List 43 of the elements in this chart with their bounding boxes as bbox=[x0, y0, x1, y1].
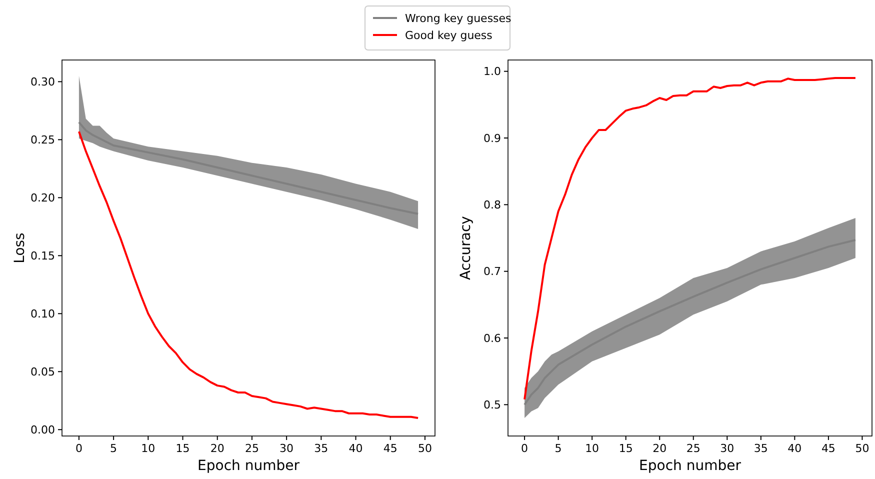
legend-label: Wrong key guesses bbox=[405, 12, 512, 25]
y-tick-label: 1.0 bbox=[484, 65, 501, 78]
x-tick-label: 25 bbox=[686, 442, 700, 455]
y-axis-title: Loss bbox=[12, 232, 28, 264]
x-tick-label: 15 bbox=[618, 442, 633, 455]
x-axis-title: Epoch number bbox=[639, 458, 742, 474]
legend-label: Good key guess bbox=[405, 28, 493, 42]
x-tick-label: 35 bbox=[314, 442, 328, 455]
x-tick-label: 50 bbox=[855, 442, 870, 455]
y-tick-label: 0.30 bbox=[30, 76, 55, 89]
x-tick-label: 40 bbox=[788, 442, 802, 455]
x-tick-label: 45 bbox=[383, 442, 398, 455]
y-tick-label: 0.05 bbox=[30, 365, 55, 378]
x-tick-label: 10 bbox=[585, 442, 600, 455]
y-tick-label: 0.10 bbox=[30, 307, 55, 320]
x-tick-label: 5 bbox=[110, 442, 118, 455]
x-tick-label: 40 bbox=[348, 442, 363, 455]
y-axis-title: Accuracy bbox=[458, 216, 474, 280]
y-tick-label: 0.9 bbox=[484, 132, 501, 145]
line-series bbox=[78, 130, 420, 420]
x-tick-label: 25 bbox=[244, 442, 259, 455]
y-tick-label: 0.8 bbox=[484, 198, 501, 212]
y-tick-label: 0.6 bbox=[484, 332, 501, 345]
x-axis-title: Epoch number bbox=[198, 458, 300, 474]
x-tick-label: 45 bbox=[821, 442, 836, 455]
x-tick-label: 0 bbox=[521, 442, 528, 455]
y-tick-label: 0.5 bbox=[484, 398, 501, 412]
y-tick-label: 0.00 bbox=[30, 423, 55, 436]
x-tick-label: 30 bbox=[280, 442, 294, 455]
y-tick-label: 0.15 bbox=[30, 250, 55, 263]
line-series bbox=[524, 77, 856, 400]
x-tick-label: 20 bbox=[210, 442, 224, 455]
x-tick-label: 20 bbox=[652, 442, 667, 455]
x-tick-label: 0 bbox=[75, 442, 82, 455]
y-tick-label: 0.20 bbox=[30, 192, 55, 205]
x-tick-label: 5 bbox=[554, 442, 562, 455]
x-tick-label: 30 bbox=[720, 442, 734, 455]
x-tick-label: 10 bbox=[141, 442, 156, 455]
y-tick-label: 0.25 bbox=[30, 134, 55, 147]
x-tick-label: 50 bbox=[418, 442, 432, 455]
x-tick-label: 35 bbox=[754, 442, 768, 455]
x-tick-label: 15 bbox=[176, 442, 190, 455]
y-tick-label: 0.7 bbox=[484, 265, 501, 278]
